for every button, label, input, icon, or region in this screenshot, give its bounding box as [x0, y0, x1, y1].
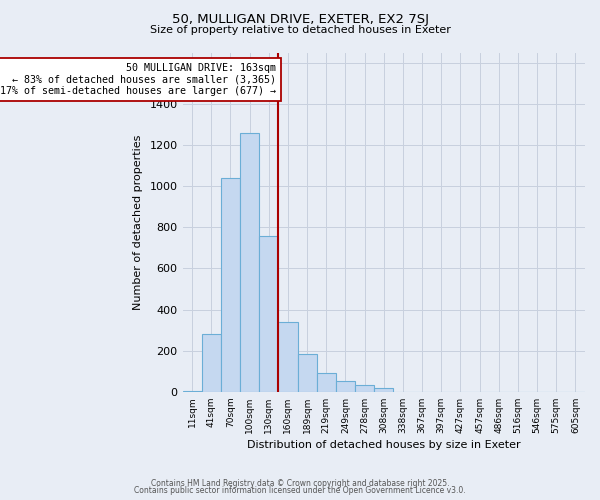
Bar	[259, 236, 278, 392]
Bar	[221, 178, 240, 392]
Bar	[278, 322, 298, 392]
Text: 50, MULLIGAN DRIVE, EXETER, EX2 7SJ: 50, MULLIGAN DRIVE, EXETER, EX2 7SJ	[172, 12, 428, 26]
Bar	[298, 354, 317, 392]
Bar	[182, 391, 202, 392]
Text: Contains HM Land Registry data © Crown copyright and database right 2025.: Contains HM Land Registry data © Crown c…	[151, 478, 449, 488]
Bar	[240, 132, 259, 392]
Bar	[336, 380, 355, 392]
Bar	[202, 334, 221, 392]
Text: Contains public sector information licensed under the Open Government Licence v3: Contains public sector information licen…	[134, 486, 466, 495]
Bar	[317, 374, 336, 392]
Text: Size of property relative to detached houses in Exeter: Size of property relative to detached ho…	[149, 25, 451, 35]
Bar	[355, 384, 374, 392]
Y-axis label: Number of detached properties: Number of detached properties	[133, 134, 143, 310]
Text: 50 MULLIGAN DRIVE: 163sqm
← 83% of detached houses are smaller (3,365)
17% of se: 50 MULLIGAN DRIVE: 163sqm ← 83% of detac…	[1, 62, 277, 96]
Bar	[374, 388, 394, 392]
X-axis label: Distribution of detached houses by size in Exeter: Distribution of detached houses by size …	[247, 440, 521, 450]
